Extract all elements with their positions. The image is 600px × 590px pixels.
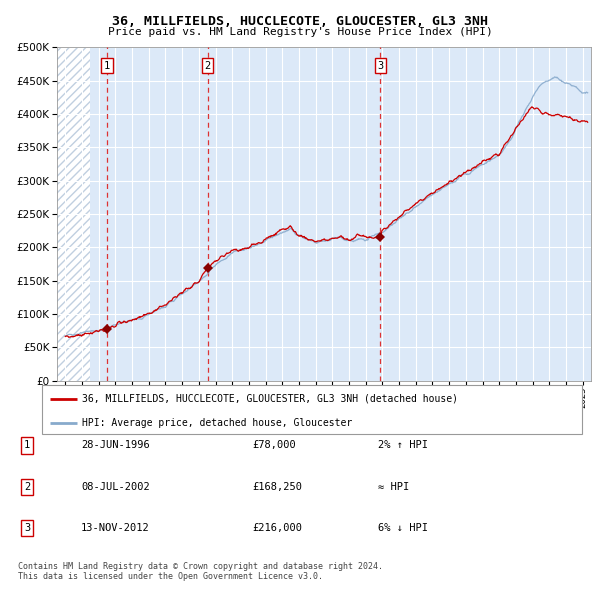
Text: 36, MILLFIELDS, HUCCLECOTE, GLOUCESTER, GL3 3NH (detached house): 36, MILLFIELDS, HUCCLECOTE, GLOUCESTER, … bbox=[83, 394, 458, 404]
Text: 28-JUN-1996: 28-JUN-1996 bbox=[81, 441, 150, 450]
Text: 13-NOV-2012: 13-NOV-2012 bbox=[81, 523, 150, 533]
Text: 36, MILLFIELDS, HUCCLECOTE, GLOUCESTER, GL3 3NH: 36, MILLFIELDS, HUCCLECOTE, GLOUCESTER, … bbox=[112, 15, 488, 28]
Text: 2: 2 bbox=[205, 61, 211, 71]
Text: 6% ↓ HPI: 6% ↓ HPI bbox=[378, 523, 428, 533]
Text: 2% ↑ HPI: 2% ↑ HPI bbox=[378, 441, 428, 450]
FancyBboxPatch shape bbox=[42, 385, 582, 434]
Text: £78,000: £78,000 bbox=[252, 441, 296, 450]
Text: Contains HM Land Registry data © Crown copyright and database right 2024.
This d: Contains HM Land Registry data © Crown c… bbox=[18, 562, 383, 581]
Text: 1: 1 bbox=[24, 441, 30, 450]
Text: ≈ HPI: ≈ HPI bbox=[378, 482, 409, 491]
Text: 3: 3 bbox=[24, 523, 30, 533]
Text: Price paid vs. HM Land Registry's House Price Index (HPI): Price paid vs. HM Land Registry's House … bbox=[107, 27, 493, 37]
Text: HPI: Average price, detached house, Gloucester: HPI: Average price, detached house, Glou… bbox=[83, 418, 353, 428]
Text: 2: 2 bbox=[24, 482, 30, 491]
Text: £168,250: £168,250 bbox=[252, 482, 302, 491]
Text: 08-JUL-2002: 08-JUL-2002 bbox=[81, 482, 150, 491]
Text: £216,000: £216,000 bbox=[252, 523, 302, 533]
Text: 1: 1 bbox=[104, 61, 110, 71]
Text: 3: 3 bbox=[377, 61, 383, 71]
